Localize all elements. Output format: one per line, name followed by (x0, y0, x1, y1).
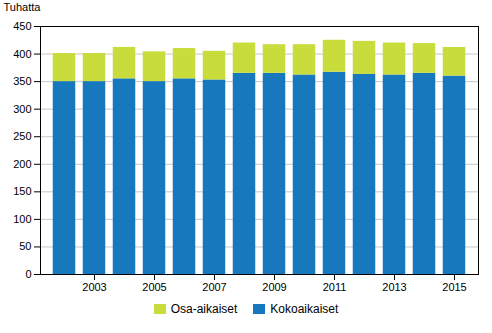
svg-text:2015: 2015 (442, 281, 466, 293)
svg-text:2005: 2005 (142, 281, 166, 293)
svg-text:250: 250 (13, 130, 31, 142)
svg-text:450: 450 (13, 20, 31, 32)
svg-text:400: 400 (13, 48, 31, 60)
svg-text:Tuhatta: Tuhatta (4, 1, 42, 13)
html-text:Kokoaikaiset: Kokoaikaiset (270, 302, 339, 316)
svg-text:2007: 2007 (202, 281, 226, 293)
svg-text:350: 350 (13, 75, 31, 87)
svg-text:150: 150 (13, 185, 31, 197)
svg-text:2011: 2011 (323, 281, 347, 293)
svg-text:2009: 2009 (262, 281, 286, 293)
svg-text:0: 0 (25, 268, 31, 280)
svg-text:2013: 2013 (382, 281, 406, 293)
svg-text:2003: 2003 (82, 281, 106, 293)
svg-text:50: 50 (19, 240, 31, 252)
svg-text:300: 300 (13, 103, 31, 115)
svg-text:200: 200 (13, 158, 31, 170)
svg-text:100: 100 (13, 213, 31, 225)
html-text:Osa-aikaiset: Osa-aikaiset (170, 302, 238, 316)
